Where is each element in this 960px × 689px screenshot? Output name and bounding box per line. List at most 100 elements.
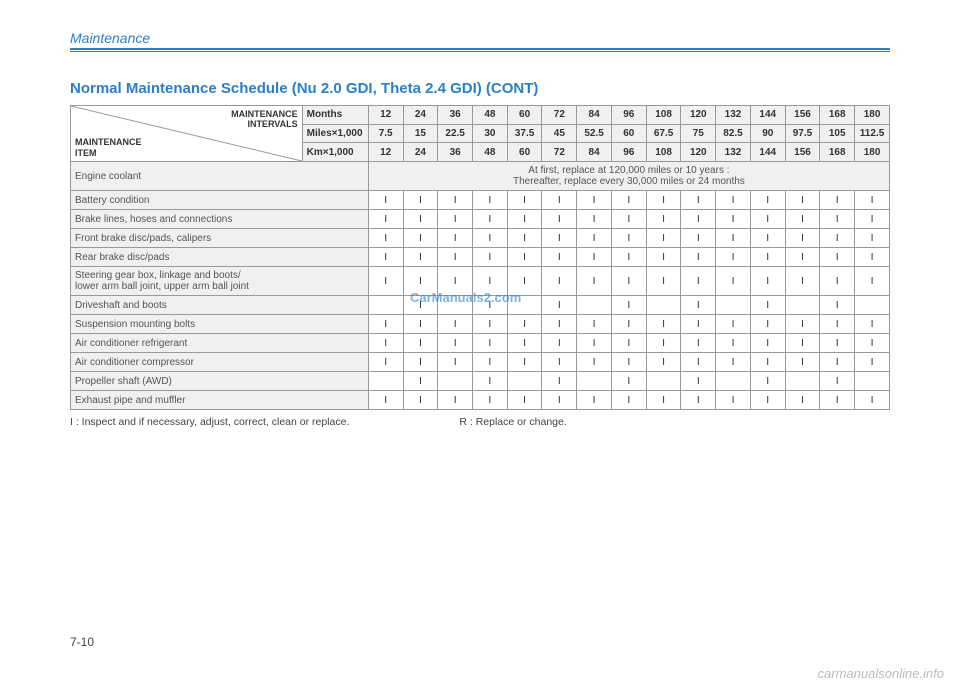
interval-cell: I <box>542 210 577 229</box>
interval-cell <box>368 296 403 315</box>
maintenance-item: Rear brake disc/pads <box>71 248 369 267</box>
interval-value: 72 <box>542 143 577 162</box>
maintenance-table: MAINTENANCEINTERVALSMAINTENANCEITEMMonth… <box>70 105 890 410</box>
interval-value: 144 <box>750 143 785 162</box>
interval-cell: I <box>403 353 438 372</box>
interval-cell: I <box>473 391 508 410</box>
interval-value: 37.5 <box>507 124 542 143</box>
interval-cell: I <box>403 296 438 315</box>
interval-cell: I <box>577 210 612 229</box>
interval-value: 168 <box>820 106 855 125</box>
page-title: Normal Maintenance Schedule (Nu 2.0 GDI,… <box>70 80 890 97</box>
maintenance-item: Steering gear box, linkage and boots/low… <box>71 267 369 296</box>
interval-value: 24 <box>403 143 438 162</box>
interval-label: Months <box>302 106 368 125</box>
interval-label: Km×1,000 <box>302 143 368 162</box>
interval-cell: I <box>855 334 890 353</box>
interval-cell: I <box>681 267 716 296</box>
interval-cell: I <box>611 315 646 334</box>
interval-cell: I <box>750 248 785 267</box>
interval-cell: I <box>542 191 577 210</box>
interval-cell: I <box>716 353 751 372</box>
span-text-cell: At first, replace at 120,000 miles or 10… <box>368 162 889 191</box>
interval-cell: I <box>611 191 646 210</box>
interval-value: 12 <box>368 106 403 125</box>
maintenance-item: Air conditioner refrigerant <box>71 334 369 353</box>
interval-cell: I <box>785 191 820 210</box>
interval-cell: I <box>750 372 785 391</box>
interval-cell: I <box>473 267 508 296</box>
interval-cell: I <box>403 334 438 353</box>
interval-value: 22.5 <box>438 124 473 143</box>
interval-cell: I <box>542 372 577 391</box>
interval-cell: I <box>750 334 785 353</box>
interval-cell: I <box>855 210 890 229</box>
interval-cell <box>438 372 473 391</box>
interval-cell: I <box>542 267 577 296</box>
interval-value: 15 <box>403 124 438 143</box>
interval-cell: I <box>542 315 577 334</box>
interval-cell: I <box>507 315 542 334</box>
interval-cell: I <box>750 391 785 410</box>
legend-r: R : Replace or change. <box>459 416 566 428</box>
interval-cell <box>507 372 542 391</box>
header-corner: MAINTENANCEINTERVALSMAINTENANCEITEM <box>71 106 303 162</box>
maintenance-item: Driveshaft and boots <box>71 296 369 315</box>
interval-value: 112.5 <box>855 124 890 143</box>
interval-cell: I <box>646 191 681 210</box>
interval-value: 156 <box>785 106 820 125</box>
interval-cell: I <box>785 353 820 372</box>
interval-cell <box>785 296 820 315</box>
interval-cell: I <box>646 353 681 372</box>
maintenance-item: Propeller shaft (AWD) <box>71 372 369 391</box>
interval-value: 48 <box>473 143 508 162</box>
interval-value: 60 <box>611 124 646 143</box>
interval-cell: I <box>646 210 681 229</box>
maintenance-item: Exhaust pipe and muffler <box>71 391 369 410</box>
interval-cell: I <box>611 372 646 391</box>
interval-cell: I <box>403 391 438 410</box>
interval-cell: I <box>820 210 855 229</box>
interval-value: 36 <box>438 143 473 162</box>
interval-cell: I <box>507 391 542 410</box>
interval-cell: I <box>368 334 403 353</box>
interval-cell: I <box>681 191 716 210</box>
watermark-bottom: carmanualsonline.info <box>818 666 944 681</box>
interval-cell: I <box>681 391 716 410</box>
interval-cell: I <box>577 191 612 210</box>
interval-cell <box>646 296 681 315</box>
interval-value: 36 <box>438 106 473 125</box>
interval-cell: I <box>368 267 403 296</box>
interval-value: 144 <box>750 106 785 125</box>
interval-value: 84 <box>577 143 612 162</box>
interval-cell: I <box>542 248 577 267</box>
interval-cell: I <box>577 248 612 267</box>
interval-value: 60 <box>507 106 542 125</box>
page-number: 7-10 <box>70 635 94 649</box>
interval-cell: I <box>611 229 646 248</box>
interval-cell: I <box>438 391 473 410</box>
interval-cell <box>438 296 473 315</box>
interval-value: 108 <box>646 143 681 162</box>
interval-value: 45 <box>542 124 577 143</box>
interval-cell: I <box>681 229 716 248</box>
interval-cell: I <box>577 391 612 410</box>
interval-cell: I <box>507 267 542 296</box>
interval-cell: I <box>473 372 508 391</box>
interval-cell: I <box>577 315 612 334</box>
interval-cell: I <box>438 353 473 372</box>
interval-cell: I <box>507 248 542 267</box>
maintenance-item: Engine coolant <box>71 162 369 191</box>
interval-cell: I <box>611 267 646 296</box>
interval-cell: I <box>611 296 646 315</box>
interval-cell: I <box>820 296 855 315</box>
interval-cell: I <box>507 210 542 229</box>
interval-cell: I <box>785 248 820 267</box>
interval-cell: I <box>820 229 855 248</box>
interval-label: Miles×1,000 <box>302 124 368 143</box>
interval-value: 60 <box>507 143 542 162</box>
table-row: Engine coolantAt first, replace at 120,0… <box>71 162 890 191</box>
interval-cell: I <box>473 353 508 372</box>
interval-cell: I <box>403 229 438 248</box>
interval-value: 180 <box>855 106 890 125</box>
